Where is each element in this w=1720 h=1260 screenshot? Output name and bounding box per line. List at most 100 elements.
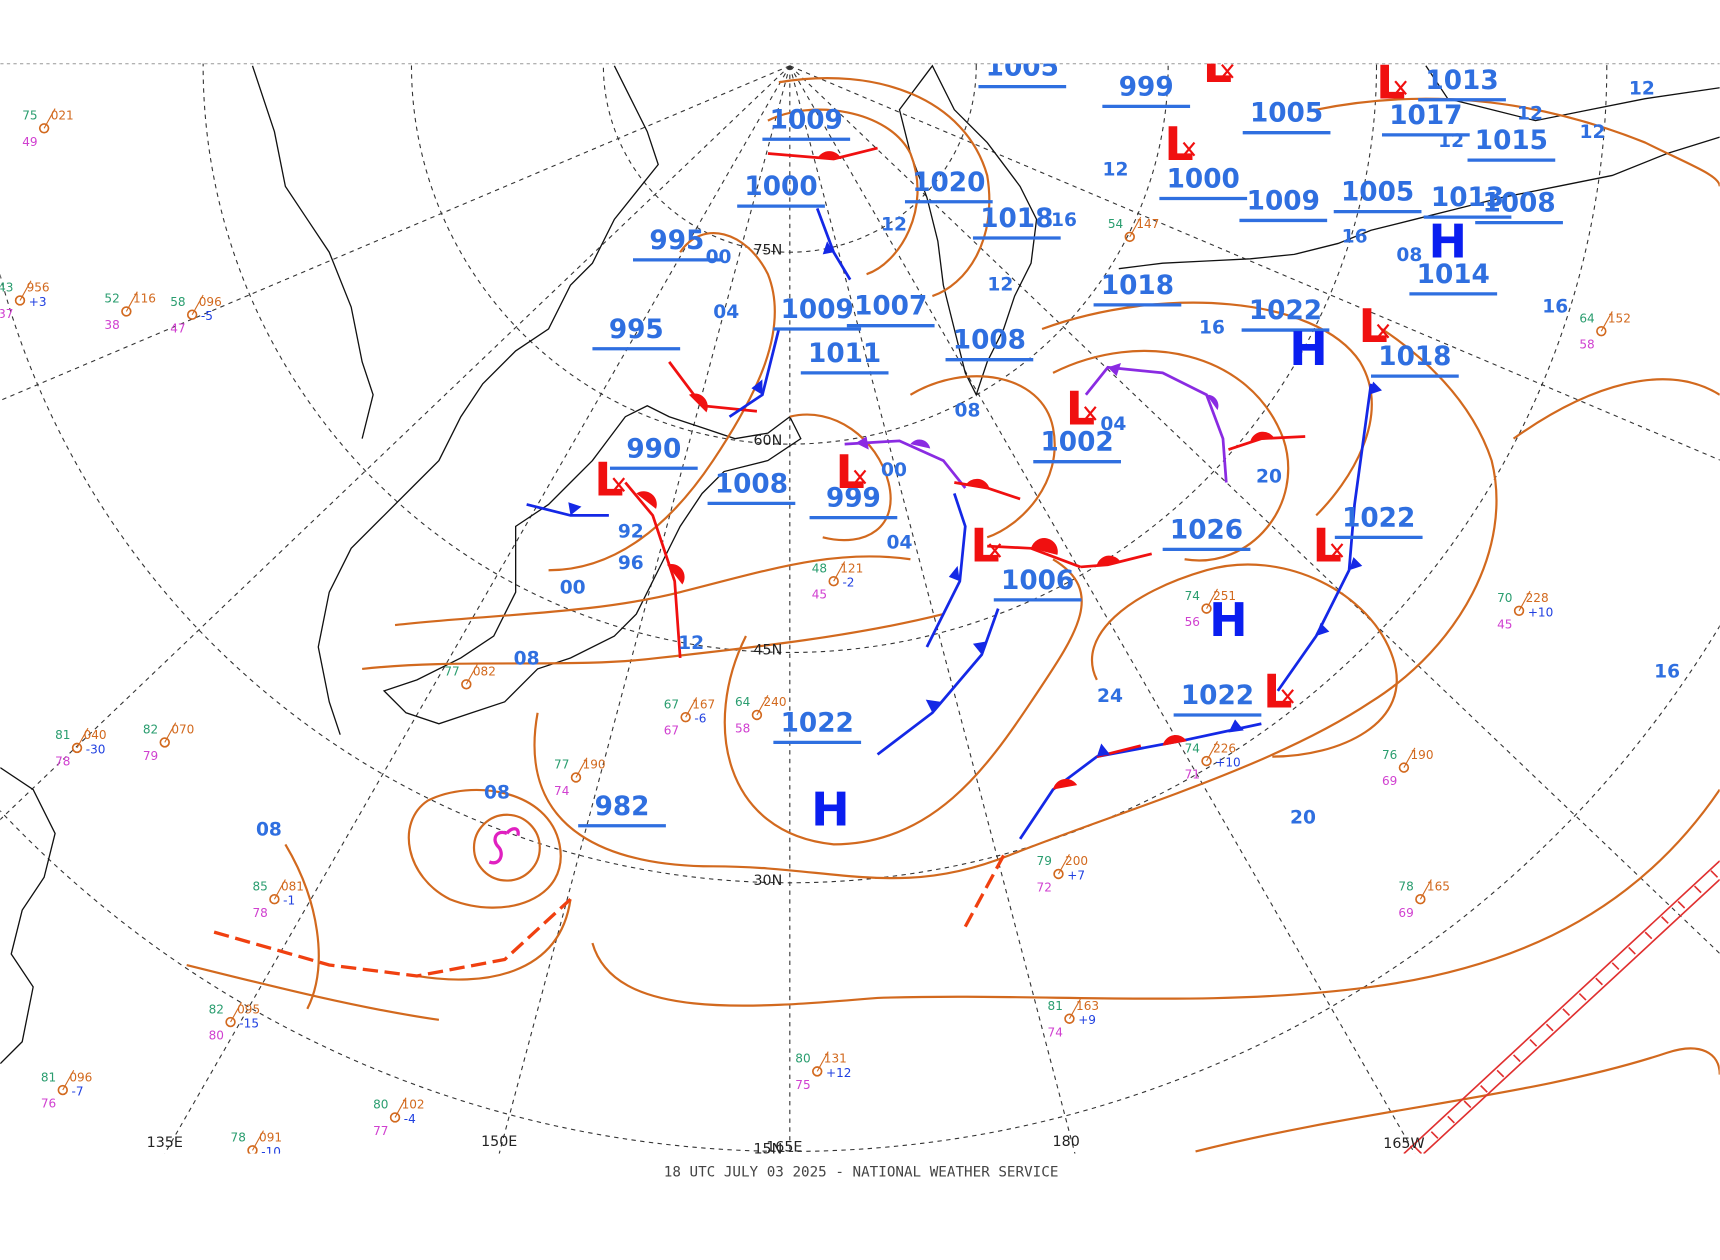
pressure-label: 1022 — [781, 708, 854, 738]
station-marker — [1124, 231, 1135, 243]
pressure-label: 1014 — [1417, 260, 1490, 290]
wind-barb — [756, 694, 769, 716]
kamchatka-coast — [898, 64, 1038, 397]
station-dewpoint: 74 — [1048, 1025, 1063, 1039]
station-dewpoint: 45 — [812, 588, 827, 602]
wind-barb — [273, 879, 286, 900]
station-marker — [159, 737, 170, 748]
trough — [213, 854, 1006, 978]
isobar — [1090, 563, 1398, 758]
station-plot: 43 956 37 +3 — [0, 280, 50, 321]
station-temp: 79 — [1037, 854, 1052, 868]
station-pressure: 091 — [259, 1131, 282, 1145]
station-dewpoint: 58 — [1579, 338, 1594, 352]
station-plot: 80 131 75 +12 — [795, 1051, 851, 1092]
station-temp: 64 — [735, 695, 750, 709]
isobar-label: 20 — [1290, 808, 1316, 829]
station-pressure: 096 — [69, 1070, 92, 1084]
pressure-label: 1018 — [1101, 271, 1174, 301]
station-temp: 82 — [143, 723, 158, 737]
pressure-label: 1009 — [781, 295, 854, 325]
pressure-label: 1022 — [1249, 296, 1322, 326]
station-marker — [680, 711, 691, 723]
wind-barb — [1206, 588, 1218, 609]
meridian — [789, 65, 1720, 461]
lat-circle — [0, 624, 1720, 1152]
low-center-mark — [853, 469, 867, 485]
japan-coast — [382, 405, 802, 725]
low-center-mark — [1376, 323, 1390, 339]
isobar — [778, 77, 991, 298]
station-pressure: 152 — [1608, 311, 1631, 325]
station-plot: 64 240 58 — [735, 694, 786, 736]
station-marker — [1201, 603, 1212, 614]
station-marker — [1398, 762, 1410, 773]
isobar — [472, 813, 541, 882]
station-temp: 74 — [1185, 741, 1200, 755]
station-tendency: +3 — [29, 295, 47, 309]
footer: 18 UTC JULY 03 2025 - NATIONAL WEATHER S… — [664, 1165, 1059, 1181]
low-center-mark — [1281, 689, 1295, 704]
wind-barb — [19, 280, 32, 301]
isobar — [548, 232, 776, 572]
station-marker — [1064, 1013, 1075, 1024]
station-pressure: 131 — [824, 1052, 847, 1066]
station-plot: 58 096 47 -5 — [170, 294, 222, 335]
wind-barb — [465, 664, 478, 685]
low-center: L — [1312, 518, 1341, 572]
station-tendency: -10 — [261, 1145, 281, 1159]
isobar-label: 16 — [1342, 226, 1368, 247]
station-dewpoint: 47 — [170, 321, 185, 335]
meridian — [789, 65, 1076, 1154]
station-marker — [570, 772, 582, 783]
pressure-label: 1005 — [1341, 178, 1414, 208]
isobar-label: 16 — [1199, 317, 1225, 338]
inland-border — [251, 65, 374, 439]
station-tendency: -5 — [201, 309, 213, 323]
isobar-label: 12 — [881, 214, 907, 235]
station-pressure: 121 — [840, 561, 863, 575]
station-marker — [38, 123, 50, 134]
low-center-mark — [1083, 406, 1097, 421]
station-pressure: 116 — [133, 292, 156, 306]
station-pressure: 082 — [473, 665, 496, 679]
station-temp: 77 — [554, 758, 569, 772]
lat-circle — [202, 63, 1377, 653]
wind-barb — [1068, 998, 1081, 1020]
wind-barb — [76, 727, 89, 749]
station-dewpoint: 76 — [41, 1097, 56, 1111]
station-temp: 77 — [444, 665, 459, 679]
isobar-label: 00 — [881, 460, 907, 481]
station-tendency: -1 — [283, 894, 295, 908]
station-pressure: 070 — [171, 723, 194, 737]
pressure-label: 1005 — [1250, 99, 1323, 129]
station-tendency: +9 — [1078, 1013, 1096, 1027]
station-dewpoint: 69 — [1398, 906, 1413, 920]
isobar-label: 04 — [887, 532, 913, 553]
low-center: L — [1066, 381, 1095, 435]
station-plot: 81 096 76 -7 — [41, 1070, 92, 1111]
station-temp: 85 — [252, 879, 267, 893]
isobar-label: 20 — [1256, 467, 1282, 488]
cold-front — [876, 608, 1000, 756]
isobar — [1052, 349, 1290, 562]
station-pressure: 096 — [199, 295, 222, 309]
station-plot: 75 021 49 — [22, 108, 74, 149]
wind-barb — [230, 1002, 242, 1023]
station-dewpoint: 71 — [1185, 768, 1200, 782]
low-center-mark — [1221, 63, 1234, 79]
station-plot: 52 116 38 — [104, 291, 156, 332]
station-pressure: 021 — [51, 109, 74, 123]
pressure-label: 1000 — [1167, 165, 1240, 195]
station-plot: 82 095 80 -15 — [209, 1002, 260, 1043]
isobar-label: 96 — [618, 553, 644, 574]
pressure-label: 1018 — [1378, 342, 1451, 372]
station-dewpoint: 80 — [209, 1029, 224, 1043]
station-pressure: 102 — [402, 1098, 425, 1112]
wind-barb — [1058, 853, 1070, 875]
wind-barb — [43, 108, 56, 129]
station-temp: 76 — [1382, 748, 1397, 762]
station-temp: 70 — [1497, 591, 1512, 605]
